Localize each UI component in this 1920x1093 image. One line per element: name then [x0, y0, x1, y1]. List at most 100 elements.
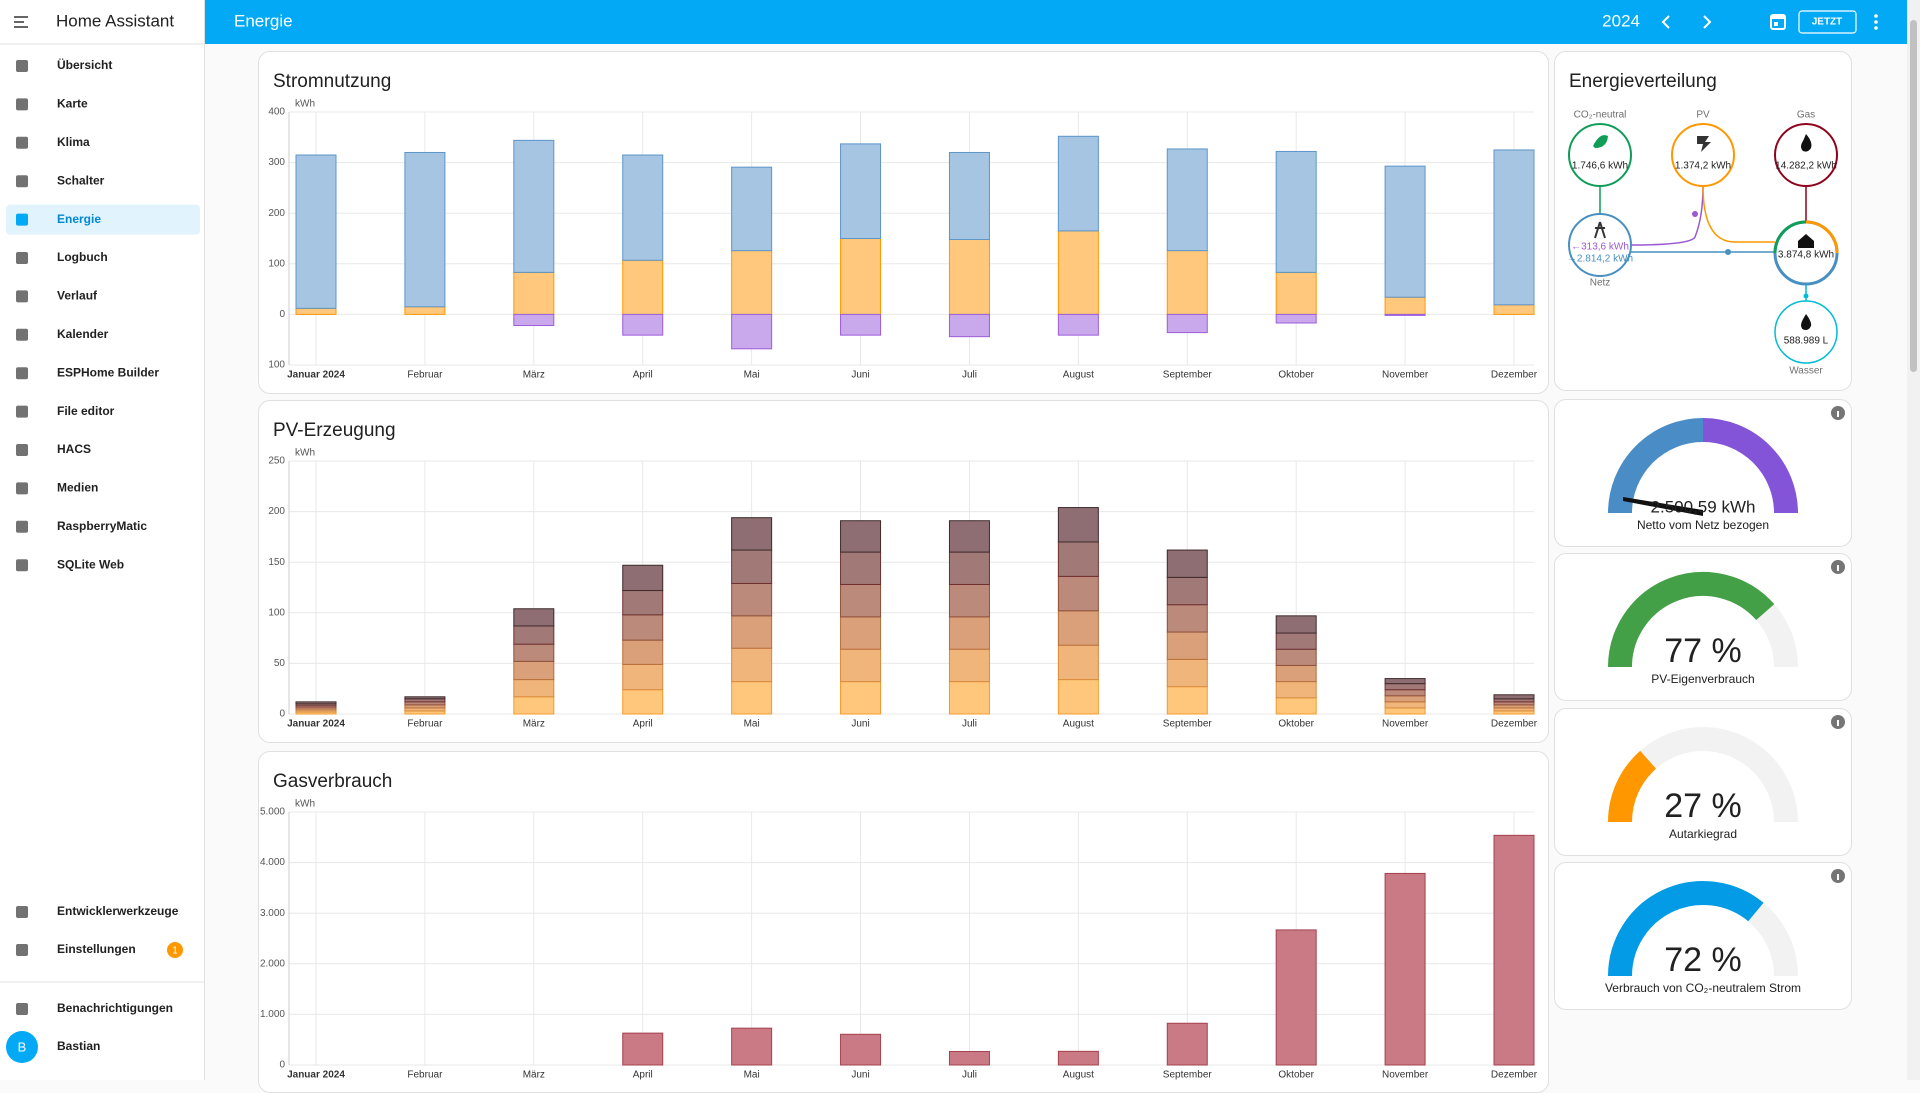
nav-item[interactable]: Kalender — [57, 327, 109, 341]
bar — [622, 259, 664, 315]
flow-dot — [1803, 293, 1809, 299]
tower-icon — [1594, 221, 1606, 239]
chart: Stromnutzung kWh 100 0 100 200 300 400 Januar 20… — [268, 71, 1537, 381]
nav-item[interactable]: Verlauf — [57, 289, 98, 303]
bar — [1166, 604, 1208, 633]
bar — [1166, 549, 1208, 578]
nav-item[interactable]: Logbuch — [57, 250, 108, 264]
bar — [840, 648, 882, 683]
node-gas[interactable] — [1774, 123, 1838, 187]
distribution-card: Energieverteilung CO₂-neutral PV Gas 1.7… — [1554, 51, 1852, 391]
nav-active — [6, 204, 200, 235]
node-water[interactable] — [1774, 300, 1838, 364]
bar — [513, 625, 555, 645]
nav-item[interactable]: RaspberryMatic — [57, 519, 147, 533]
unit-label: kWh — [295, 799, 315, 810]
bar — [1057, 610, 1099, 646]
bar — [513, 139, 555, 273]
now-button[interactable] — [1798, 10, 1857, 34]
y-tick-label: 250 — [268, 456, 285, 467]
nav-item[interactable]: Medien — [57, 481, 98, 495]
bar — [840, 520, 882, 553]
home-ring — [1805, 220, 1839, 254]
bar — [1166, 313, 1208, 334]
bar — [840, 238, 882, 315]
node-pv[interactable] — [1671, 123, 1735, 187]
nav-item[interactable]: File editor — [57, 404, 115, 418]
gauge-segment — [1608, 418, 1704, 514]
x-tick-label: Oktober — [1278, 1070, 1314, 1081]
card-title: Energieverteilung — [1569, 71, 1717, 92]
x-tick-label: Mai — [744, 370, 760, 381]
menu-button[interactable] — [14, 16, 28, 28]
bar — [622, 154, 664, 261]
calendar-button[interactable] — [1770, 14, 1786, 30]
gauge-value — [1608, 750, 1657, 823]
node-co2[interactable] — [1568, 123, 1632, 187]
bar — [513, 660, 555, 681]
bar — [731, 1027, 773, 1066]
bar — [840, 1033, 882, 1066]
x-tick-label: Februar — [407, 370, 443, 381]
prev-button[interactable] — [1661, 15, 1670, 29]
nav-item[interactable]: Entwicklerwerkzeuge — [57, 904, 179, 918]
y-tick-label: 400 — [268, 107, 285, 118]
nav-item[interactable]: Schalter — [57, 173, 105, 187]
nav-item[interactable]: Übersicht — [57, 57, 112, 72]
x-tick-label: April — [633, 1070, 653, 1081]
nav-item[interactable]: SQLite Web — [57, 557, 124, 571]
x-tick-label: Januar 2024 — [287, 1070, 345, 1081]
next-button[interactable] — [1703, 15, 1712, 29]
nav-icon — [16, 98, 28, 111]
nav-item[interactable]: Bastian — [57, 1039, 100, 1053]
bar — [840, 616, 882, 650]
scroll-thumb[interactable] — [1910, 20, 1917, 372]
bar — [1057, 313, 1099, 336]
x-tick-label: Juli — [962, 370, 977, 381]
info-icon-mark — [1837, 874, 1839, 880]
x-tick-label: März — [523, 370, 545, 381]
bar — [1275, 615, 1317, 634]
x-tick-label: April — [633, 719, 653, 730]
x-tick-label: November — [1382, 719, 1429, 730]
bar — [513, 313, 555, 327]
x-tick-label: Juli — [962, 719, 977, 730]
more-button[interactable] — [1874, 14, 1878, 30]
nav-item[interactable]: Klima — [57, 135, 90, 149]
bar — [1057, 230, 1099, 315]
nav-item[interactable]: ESPHome Builder — [57, 365, 159, 379]
bar — [1166, 658, 1208, 688]
nav-item[interactable]: HACS — [57, 442, 91, 456]
flow-dot — [1725, 249, 1731, 255]
bar — [1275, 632, 1317, 650]
bar — [731, 549, 773, 584]
bar — [622, 689, 664, 715]
bar — [1493, 694, 1535, 700]
y-tick-label: 100 — [268, 360, 285, 371]
gauge-value — [1608, 572, 1775, 668]
bar — [1166, 686, 1208, 715]
nav-icon — [16, 252, 28, 264]
scrollbar[interactable] — [1907, 0, 1920, 1080]
bar — [1384, 683, 1426, 691]
y-tick-label: 0 — [279, 1060, 285, 1071]
x-tick-label: Dezember — [1491, 719, 1538, 730]
bar — [948, 520, 990, 553]
nav-icon — [16, 175, 28, 188]
info-icon-mark — [1837, 720, 1839, 726]
bar — [1384, 678, 1426, 685]
gauge-card: 2.500,59 kWh Netto vom Netz bezogen — [1554, 399, 1852, 547]
gauge: 77 % PV-Eigenverbrauch — [1608, 560, 1845, 686]
bar — [1166, 631, 1208, 660]
bar — [948, 616, 990, 650]
nav-item[interactable]: Karte — [57, 97, 88, 111]
nav-item[interactable]: Benachrichtigungen — [57, 1001, 173, 1015]
bar — [840, 143, 882, 239]
bar — [1384, 872, 1426, 1066]
nav-item[interactable]: Einstellungen — [57, 942, 136, 956]
gauge: 2.500,59 kWh Netto vom Netz bezogen — [1608, 406, 1845, 532]
node-grid[interactable] — [1568, 213, 1632, 277]
nav-item[interactable]: Energie — [57, 212, 101, 226]
bar — [1275, 697, 1317, 715]
bar — [948, 648, 990, 683]
